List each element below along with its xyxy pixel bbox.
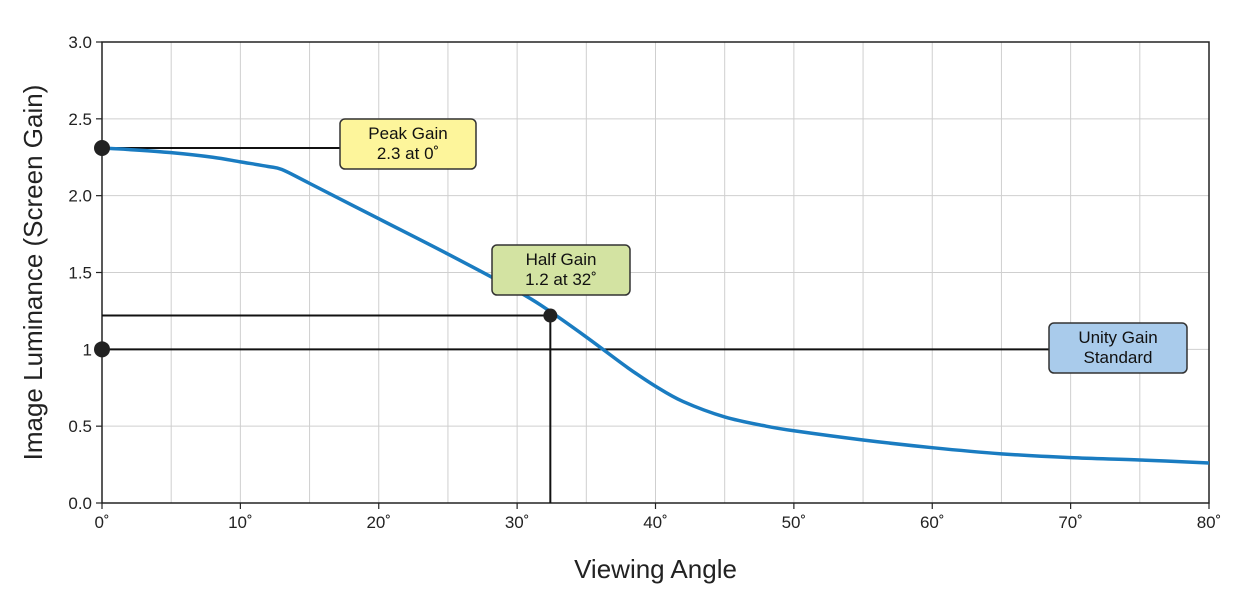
half-gain-callout-box	[491, 244, 631, 296]
half-gain-callout-line-2: 1.2 at 32˚	[525, 270, 597, 289]
peak-gain-callout-box	[339, 118, 477, 170]
series-layer	[101, 146, 1210, 465]
y-axis: 0.0 0.5 1 1.5 2.0 2.5 3.0	[68, 33, 102, 513]
y-axis-title: Image Luminance (Screen Gain)	[18, 85, 48, 461]
guide-lines	[102, 147, 1049, 503]
x-tick-label: 20˚	[366, 513, 391, 532]
y-tick-label: 0.0	[68, 494, 92, 513]
half-gain-callout-line-1: Half Gain	[526, 250, 597, 269]
unity-gain-callout-line-2: Standard	[1084, 348, 1153, 367]
x-tick-label: 40˚	[643, 513, 668, 532]
y-tick-label: 3.0	[68, 33, 92, 52]
y-tick-label: 1.5	[68, 264, 92, 283]
y-tick-label: 2.0	[68, 187, 92, 206]
peak-gain-callout-line-1: Peak Gain	[368, 124, 447, 143]
x-tick-label: 50˚	[782, 513, 807, 532]
y-tick-label: 2.5	[68, 110, 92, 129]
y-tick-label: 0.5	[68, 417, 92, 436]
x-tick-label: 30˚	[505, 513, 530, 532]
x-tick-label: 10˚	[228, 513, 253, 532]
unity-gain-marker	[94, 341, 110, 358]
x-tick-label: 60˚	[920, 513, 945, 532]
x-axis-title: Viewing Angle	[574, 554, 737, 584]
x-tick-label: 0˚	[94, 513, 109, 532]
marker-layer	[94, 140, 558, 358]
peak-gain-callout-line-2: 2.3 at 0˚	[377, 144, 439, 163]
x-axis: 0˚ 10˚ 20˚ 30˚ 40˚ 50˚ 60˚ 70˚ 80˚	[94, 503, 1221, 532]
x-tick-label: 70˚	[1058, 513, 1083, 532]
peak-gain-marker	[94, 140, 110, 157]
x-tick-label: 80˚	[1197, 513, 1222, 532]
half-gain-marker	[543, 308, 558, 323]
series-line	[101, 146, 1210, 465]
y-tick-label: 1	[83, 340, 92, 359]
unity-gain-callout-box	[1048, 322, 1188, 374]
unity-gain-callout-line-1: Unity Gain	[1078, 328, 1157, 347]
